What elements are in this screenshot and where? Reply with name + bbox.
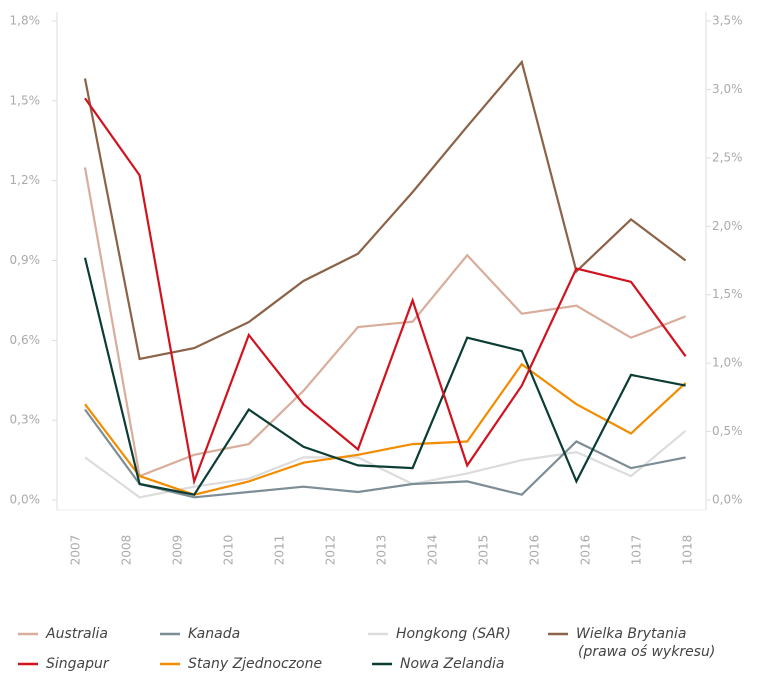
- legend-label: Nowa Zelandia: [400, 656, 504, 672]
- x-tick-label: 2016: [528, 535, 542, 566]
- y-tick-label: 0,6%: [10, 333, 41, 347]
- y2-tick-label: 2,5%: [712, 150, 743, 164]
- legend-label: Australia: [45, 626, 108, 642]
- legend-label: Singapur: [46, 656, 110, 672]
- series-line: [83, 59, 687, 361]
- series-line: [84, 429, 687, 499]
- x-tick-label: 2011: [273, 535, 287, 566]
- y-tick-label: 1,2%: [10, 173, 41, 187]
- x-tick-label: 1018: [681, 535, 695, 566]
- legend-note: (prawa oś wykresu): [578, 644, 715, 660]
- y2-tick-label: 2,0%: [712, 219, 743, 233]
- legend-label: Kanada: [188, 626, 240, 642]
- y2-tick-label: 0,5%: [712, 424, 743, 438]
- y-tick-label: 0,0%: [10, 493, 41, 507]
- legend-label: Hongkong (SAR): [396, 626, 511, 642]
- legend-label: Wielka Brytania: [576, 626, 686, 642]
- x-tick-label: 2009: [171, 535, 185, 566]
- x-tick-label: 2015: [477, 535, 491, 566]
- series-line: [84, 362, 687, 496]
- y-tick-label: 0,9%: [10, 253, 41, 267]
- series-line: [83, 167, 686, 478]
- x-tick-label: 1017: [630, 535, 644, 566]
- y-tick-label: 1,5%: [10, 93, 41, 107]
- y2-tick-label: 3,5%: [712, 14, 743, 28]
- y2-tick-label: 1,5%: [712, 287, 743, 301]
- x-tick-label: 2010: [222, 535, 236, 566]
- series-line: [83, 257, 686, 496]
- x-tick-label: 2012: [324, 535, 338, 566]
- x-tick-label: 2014: [426, 535, 440, 566]
- y-tick-label: 1,8%: [10, 14, 41, 28]
- y2-tick-label: 1,0%: [712, 356, 743, 370]
- x-tick-label: 2013: [375, 535, 389, 566]
- y2-tick-label: 3,0%: [712, 82, 743, 96]
- legend-label: Stany Zjednoczone: [188, 656, 322, 672]
- series-line: [84, 408, 686, 499]
- y2-tick-label: 0,0%: [712, 493, 743, 507]
- series-line: [84, 97, 687, 486]
- x-tick-label: 2016: [579, 535, 593, 566]
- x-tick-label: 2007: [69, 535, 83, 566]
- x-tick-label: 2008: [120, 535, 134, 566]
- y-tick-label: 0,3%: [10, 413, 41, 427]
